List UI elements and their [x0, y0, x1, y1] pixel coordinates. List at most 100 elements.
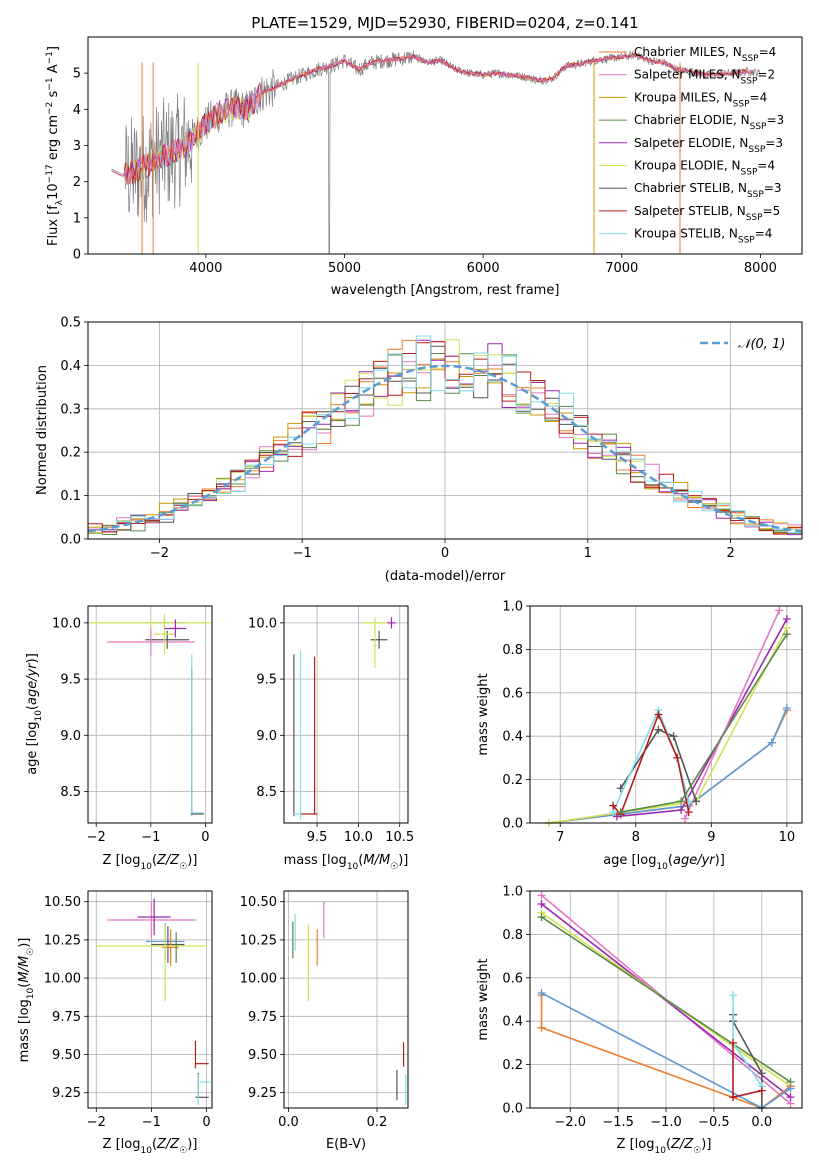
x-tick-label: 1	[584, 546, 592, 561]
x-tick-label: −1.5	[602, 1115, 634, 1130]
label-part: Z [log	[103, 1137, 141, 1152]
x-tick-label: −2	[87, 1115, 106, 1130]
age_vs_mass-axes: 9.5 10.0 10.5 8.5 9.0 9.5 10.0	[248, 606, 414, 845]
x-tick-label: 8000	[744, 261, 777, 276]
label-part: Salpeter MILES, N	[634, 68, 741, 82]
label-part: ☉	[179, 862, 187, 872]
residuals-xlabel: (data-model)/error	[385, 569, 506, 584]
label-part: Salpeter STELIB, N	[634, 204, 746, 218]
legend-entry: Salpeter MILES, NSSP=2	[634, 68, 775, 87]
massweight_vs_z-ylabel: mass weight	[476, 958, 491, 1040]
label-part: )]	[17, 938, 32, 948]
label-part: Z/Z	[156, 1137, 180, 1152]
label-part: −1	[45, 77, 55, 90]
mass_vs_z-frame	[87, 890, 213, 1109]
chabrier_elodie-weight-marker	[677, 797, 686, 806]
label-part: erg cm	[46, 115, 61, 164]
y-tick-label: 9.5	[60, 673, 81, 688]
residuals-legend: 𝒩(0, 1)	[700, 337, 785, 352]
x-tick-label: 10	[779, 830, 796, 845]
residuals-frame	[87, 321, 803, 540]
gaussian-weight-marker	[537, 988, 546, 997]
label-part: =4	[755, 227, 773, 241]
legend-entry: Chabrier ELODIE, NSSP=3	[634, 113, 784, 132]
chabrier_elodie-weight-marker	[537, 913, 546, 922]
y-tick-label: 9.0	[256, 729, 277, 744]
label-part: −1	[45, 51, 55, 64]
y-tick-label: 9.50	[52, 1048, 81, 1063]
label-part: (	[17, 983, 32, 988]
kroupa_elodie-weight-line	[548, 627, 788, 824]
age-vs-z-xlabel: Z [log10(Z/Z☉)]	[103, 853, 198, 872]
y-tick-label: 0.4	[502, 730, 523, 745]
salpeter_stelib-weight-line	[612, 712, 690, 816]
chabrier_stelib-weight-marker	[692, 797, 701, 806]
label-part: mass [log	[284, 853, 347, 868]
label-part: Z [log	[103, 853, 141, 868]
x-tick-label: −1	[293, 546, 312, 561]
y-tick-label: 10.25	[240, 933, 277, 948]
y-tick-label: 2	[73, 175, 81, 190]
x-tick-label: 0	[201, 830, 209, 845]
label-part: ☉	[179, 1146, 187, 1156]
label-part: )]	[187, 1137, 197, 1152]
x-tick-label: 10.0	[344, 830, 373, 845]
label-part: Flux [f	[46, 205, 61, 246]
legend-entry: Salpeter STELIB, NSSP=5	[634, 204, 780, 223]
y-tick-label: 0.2	[502, 1058, 523, 1073]
label-part: s	[46, 90, 61, 101]
figure-title: PLATE=1529, MJD=52930, FIBERID=0204, z=0…	[251, 14, 638, 32]
x-tick-label: 2	[726, 546, 734, 561]
salpeter_miles-weight-marker	[775, 606, 784, 615]
label-part: 10	[654, 1146, 666, 1156]
label-part: Kroupa MILES, N	[634, 90, 733, 104]
salpeter_elodie-weight-marker	[677, 805, 686, 814]
y-tick-label: 10.00	[240, 972, 277, 987]
y-tick-label: 9.25	[52, 1086, 81, 1101]
age_vs_mass-errorbars	[293, 617, 396, 820]
salpeter_miles-weight-line	[684, 609, 781, 820]
label-part: ☉	[390, 862, 398, 872]
label-part: SSP	[742, 54, 759, 64]
y-tick-label: 10.50	[240, 895, 277, 910]
label-part: Chabrier MILES, N	[634, 45, 742, 59]
label-part: M/M	[17, 956, 32, 983]
label-part: SSP	[747, 190, 764, 200]
label-part: M/M	[363, 853, 390, 868]
chabrier_elodie-weight-line	[541, 916, 791, 1083]
y-tick-label: 0.0	[502, 817, 523, 832]
x-tick-label: 0	[441, 546, 449, 561]
label-part: 10	[347, 862, 359, 872]
y-tick-label: 0.5	[60, 316, 81, 331]
y-tick-label: 1	[73, 211, 81, 226]
label-part: =3	[764, 181, 782, 195]
y-tick-label: 9.75	[52, 1010, 81, 1025]
salpeter_stelib-weight-marker	[729, 1038, 738, 1047]
label-part: age/yr	[25, 662, 40, 705]
normal-distribution-curve	[88, 364, 802, 533]
y-tick-label: 3	[73, 139, 81, 154]
chabrier_stelib-weight-marker	[669, 732, 678, 741]
y-tick-label: 0.2	[502, 773, 523, 788]
spectrum-lines	[111, 50, 761, 254]
x-tick-label: 5000	[328, 261, 361, 276]
massweight-vs-age-xlabel: age [log10(age/yr)]	[603, 853, 725, 872]
y-tick-label: 10.00	[44, 972, 81, 987]
label-part: )]	[715, 853, 725, 868]
y-tick-label: 8.5	[60, 785, 81, 800]
massweight_vs_age-frame	[529, 605, 803, 824]
label-part: SSP	[748, 145, 765, 155]
label-part: =4	[757, 159, 775, 173]
label-part: −17	[45, 164, 55, 183]
y-tick-label: 1.0	[502, 600, 523, 615]
x-tick-label: −1	[141, 830, 160, 845]
x-tick-label: −2	[150, 546, 169, 561]
label-part: =4	[750, 90, 768, 104]
label-part: Kroupa STELIB, N	[634, 227, 738, 241]
label-part: Chabrier ELODIE, N	[634, 113, 750, 127]
x-tick-label: −1.0	[650, 1115, 682, 1130]
chabrier_elodie-weight-marker	[782, 630, 791, 639]
legend-entry: Chabrier MILES, NSSP=4	[634, 45, 776, 64]
